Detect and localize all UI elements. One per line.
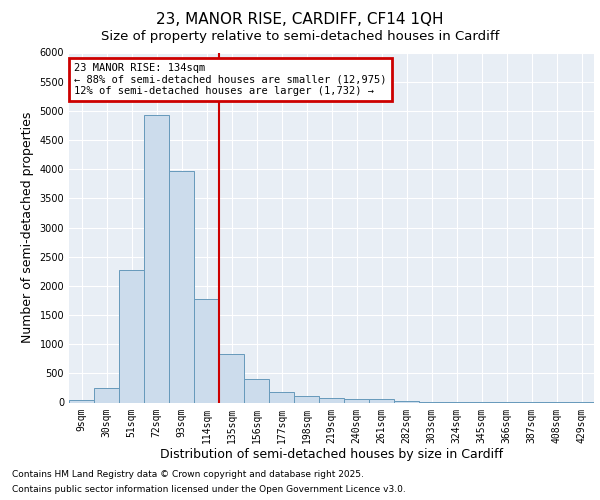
- Text: Contains HM Land Registry data © Crown copyright and database right 2025.: Contains HM Land Registry data © Crown c…: [12, 470, 364, 479]
- Bar: [94, 388, 119, 402]
- Bar: [294, 396, 319, 402]
- Bar: [219, 354, 244, 403]
- Text: 23, MANOR RISE, CARDIFF, CF14 1QH: 23, MANOR RISE, CARDIFF, CF14 1QH: [156, 12, 444, 28]
- Bar: [244, 378, 269, 402]
- Bar: [344, 399, 369, 402]
- Bar: [69, 400, 94, 402]
- Text: 23 MANOR RISE: 134sqm
← 88% of semi-detached houses are smaller (12,975)
12% of : 23 MANOR RISE: 134sqm ← 88% of semi-deta…: [74, 63, 387, 96]
- Bar: [394, 401, 419, 402]
- Bar: [269, 392, 294, 402]
- Text: Contains public sector information licensed under the Open Government Licence v3: Contains public sector information licen…: [12, 485, 406, 494]
- Bar: [169, 171, 194, 402]
- Y-axis label: Number of semi-detached properties: Number of semi-detached properties: [21, 112, 34, 343]
- Bar: [319, 398, 344, 402]
- Bar: [144, 115, 169, 403]
- Bar: [369, 400, 394, 402]
- Text: Size of property relative to semi-detached houses in Cardiff: Size of property relative to semi-detach…: [101, 30, 499, 43]
- X-axis label: Distribution of semi-detached houses by size in Cardiff: Distribution of semi-detached houses by …: [160, 448, 503, 461]
- Bar: [194, 298, 219, 403]
- Bar: [119, 270, 144, 402]
